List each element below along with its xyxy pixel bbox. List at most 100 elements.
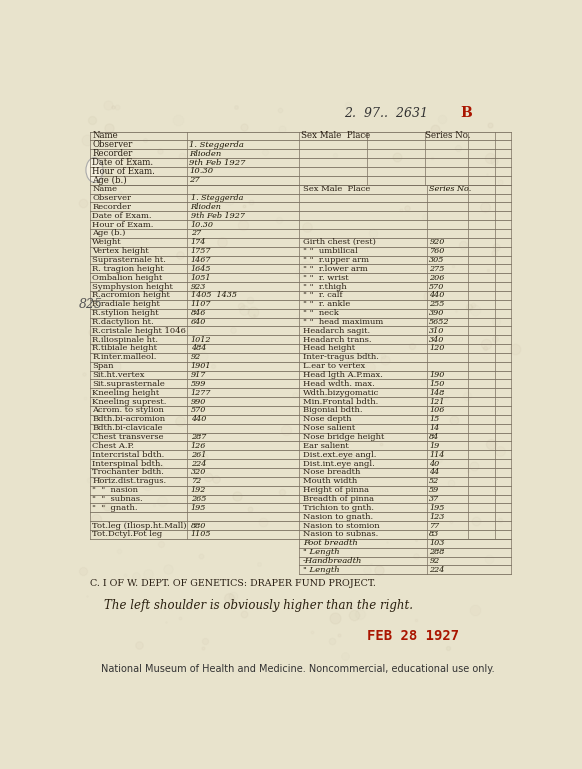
- Text: 9th Feb 1927: 9th Feb 1927: [189, 158, 246, 167]
- Text: "  "  gnath.: " " gnath.: [92, 504, 137, 512]
- Text: -Handbreadth: -Handbreadth: [303, 557, 363, 565]
- Text: Chest A.P.: Chest A.P.: [92, 442, 134, 450]
- Text: 288: 288: [430, 548, 445, 556]
- Text: Acrom. to stylion: Acrom. to stylion: [92, 407, 164, 414]
- Text: 570: 570: [430, 282, 445, 291]
- Text: Interspinal bdth.: Interspinal bdth.: [92, 460, 163, 468]
- Text: R.iliospinale ht.: R.iliospinale ht.: [92, 335, 158, 344]
- Text: 2.  97..  2631: 2. 97.. 2631: [344, 107, 428, 119]
- Text: 990: 990: [190, 398, 206, 405]
- Text: 920: 920: [430, 238, 445, 246]
- Text: " "  r. wrist: " " r. wrist: [303, 274, 349, 281]
- Text: Sex Male  Place: Sex Male Place: [301, 131, 371, 141]
- Text: 1405  1435: 1405 1435: [190, 291, 236, 299]
- Text: Name: Name: [92, 131, 118, 141]
- Text: Mouth width: Mouth width: [303, 478, 357, 485]
- Text: 484: 484: [190, 345, 206, 352]
- Text: Dist.ext.eye angl.: Dist.ext.eye angl.: [303, 451, 377, 459]
- Text: 310: 310: [430, 327, 445, 335]
- Text: 174: 174: [190, 238, 206, 246]
- Text: Kneeling height: Kneeling height: [92, 389, 159, 397]
- Text: 275: 275: [430, 265, 445, 273]
- Text: Sex Male  Place: Sex Male Place: [303, 185, 370, 193]
- Text: " Length: " Length: [303, 566, 339, 574]
- Text: 1645: 1645: [190, 265, 211, 273]
- Text: Age (b.): Age (b.): [92, 175, 127, 185]
- Text: "  "  nasion: " " nasion: [92, 486, 138, 494]
- Text: The left shoulder is obviously higher than the right.: The left shoulder is obviously higher th…: [104, 598, 413, 611]
- Text: 10.30: 10.30: [189, 168, 213, 175]
- Text: 19: 19: [430, 442, 439, 450]
- Text: 390: 390: [430, 309, 445, 317]
- Text: Nasion to gnath.: Nasion to gnath.: [303, 513, 373, 521]
- Text: Tot.Dctyl.Fot leg: Tot.Dctyl.Fot leg: [92, 531, 162, 538]
- Text: 287: 287: [190, 433, 206, 441]
- Text: " "  umbilical: " " umbilical: [303, 247, 358, 255]
- Text: " "  r. calf: " " r. calf: [303, 291, 343, 299]
- Text: 1757: 1757: [190, 247, 211, 255]
- Text: " "  r.thigh: " " r.thigh: [303, 282, 347, 291]
- Text: 120: 120: [430, 345, 445, 352]
- Text: Ombalion height: Ombalion height: [92, 274, 162, 281]
- Text: Head height: Head height: [303, 345, 355, 352]
- Text: Span: Span: [92, 362, 113, 370]
- Text: " "  r.upper arm: " " r.upper arm: [303, 256, 369, 264]
- Text: National Museum of Health and Medicine. Noncommercial, educational use only.: National Museum of Health and Medicine. …: [101, 664, 495, 674]
- Text: Foot breadth: Foot breadth: [303, 539, 358, 548]
- Text: Weight: Weight: [92, 238, 122, 246]
- Text: 192: 192: [190, 486, 206, 494]
- Text: 440: 440: [430, 291, 445, 299]
- Text: 148: 148: [430, 389, 445, 397]
- Text: Bigonial bdth.: Bigonial bdth.: [303, 407, 363, 414]
- Ellipse shape: [86, 158, 103, 182]
- Text: 121: 121: [430, 398, 445, 405]
- Text: 40: 40: [430, 460, 439, 468]
- Text: 1051: 1051: [190, 274, 211, 281]
- Text: Intercristal bdth.: Intercristal bdth.: [92, 451, 164, 459]
- Text: R.cristale height 1046: R.cristale height 1046: [92, 327, 186, 335]
- Text: "  "  subnas.: " " subnas.: [92, 495, 143, 503]
- Text: 72: 72: [190, 478, 201, 485]
- Text: 15: 15: [430, 415, 439, 424]
- Text: FEB 28 1927: FEB 28 1927: [367, 629, 459, 643]
- Text: Sit.suprasternale: Sit.suprasternale: [92, 380, 165, 388]
- Text: Head wdth. max.: Head wdth. max.: [303, 380, 375, 388]
- Text: Breadth of pinna: Breadth of pinna: [303, 495, 374, 503]
- Text: Headarch sagit.: Headarch sagit.: [303, 327, 370, 335]
- Text: 195: 195: [190, 504, 206, 512]
- Text: 1105: 1105: [190, 531, 211, 538]
- Text: 640: 640: [190, 318, 206, 326]
- Text: Observer: Observer: [92, 194, 131, 202]
- Text: 92: 92: [190, 353, 201, 361]
- Text: 440: 440: [190, 415, 206, 424]
- Text: 1901: 1901: [190, 362, 211, 370]
- Text: 320: 320: [190, 468, 206, 477]
- Text: 1. Steggerda: 1. Steggerda: [190, 194, 243, 202]
- Text: Nose salient: Nose salient: [303, 424, 355, 432]
- Text: Wdth.bizygomatic: Wdth.bizygomatic: [303, 389, 379, 397]
- Text: " "  neck: " " neck: [303, 309, 339, 317]
- Text: Recorder: Recorder: [92, 149, 133, 158]
- Text: Ear salient: Ear salient: [303, 442, 349, 450]
- Text: 83: 83: [430, 531, 439, 538]
- Text: Name: Name: [92, 185, 117, 193]
- Text: 880: 880: [190, 521, 206, 530]
- Text: 1467: 1467: [190, 256, 211, 264]
- Text: 10.30: 10.30: [190, 221, 214, 228]
- Text: 84: 84: [430, 433, 439, 441]
- Text: 1012: 1012: [190, 335, 211, 344]
- Text: Nose breadth: Nose breadth: [303, 468, 360, 477]
- Text: 44: 44: [430, 468, 439, 477]
- Text: Hour of Exam.: Hour of Exam.: [92, 221, 154, 228]
- Text: " "  r. ankle: " " r. ankle: [303, 300, 350, 308]
- Text: Rlioden: Rlioden: [190, 203, 221, 211]
- Text: Suprasternale ht.: Suprasternale ht.: [92, 256, 166, 264]
- Text: Date of Exam.: Date of Exam.: [92, 211, 152, 220]
- Text: Vertex height: Vertex height: [92, 247, 149, 255]
- Text: 190: 190: [430, 371, 445, 379]
- Text: 5652: 5652: [430, 318, 450, 326]
- Text: 846: 846: [190, 309, 206, 317]
- Text: 123: 123: [430, 513, 445, 521]
- Text: Trichion to gnth.: Trichion to gnth.: [303, 504, 374, 512]
- Text: Nasion to subnas.: Nasion to subnas.: [303, 531, 378, 538]
